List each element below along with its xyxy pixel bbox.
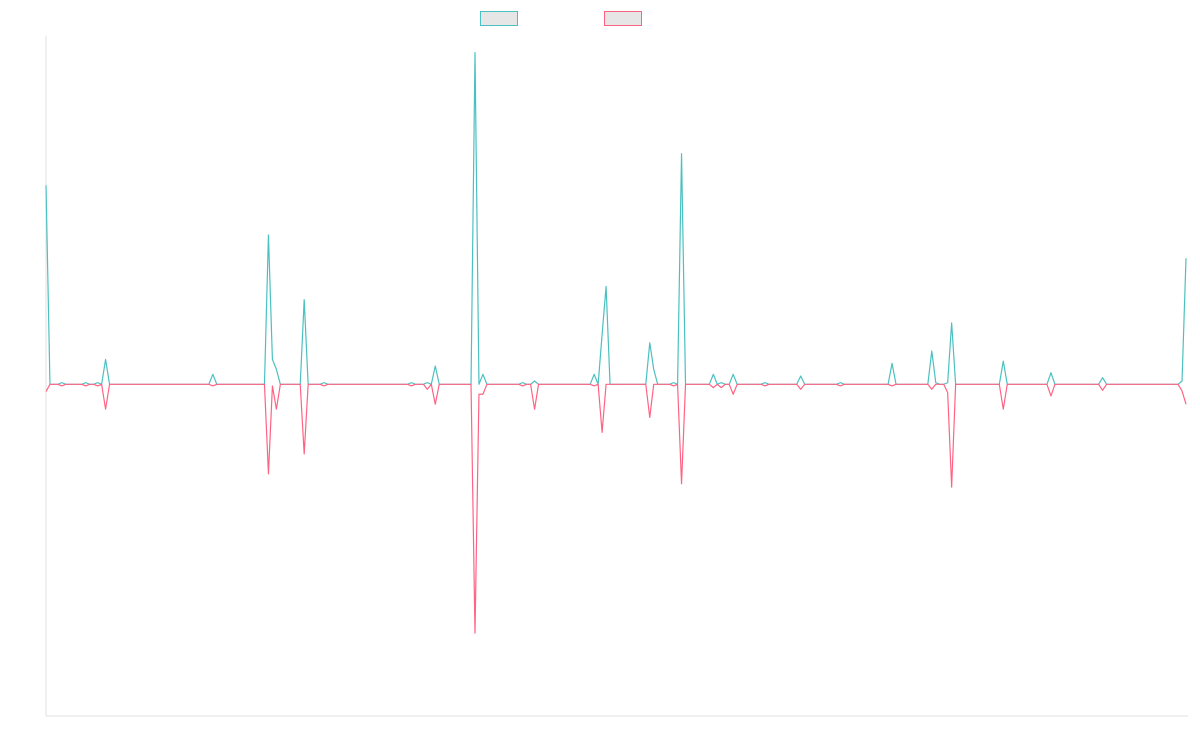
legend-swatch-series-1 <box>480 10 518 26</box>
legend <box>0 9 1200 27</box>
legend-item-series-2[interactable] <box>604 9 648 27</box>
series-layer <box>45 51 1187 634</box>
series-line-1 <box>45 51 1187 385</box>
legend-item-series-1[interactable] <box>480 9 524 27</box>
series-line-2 <box>45 383 1187 634</box>
legend-swatch-series-2 <box>604 10 642 26</box>
